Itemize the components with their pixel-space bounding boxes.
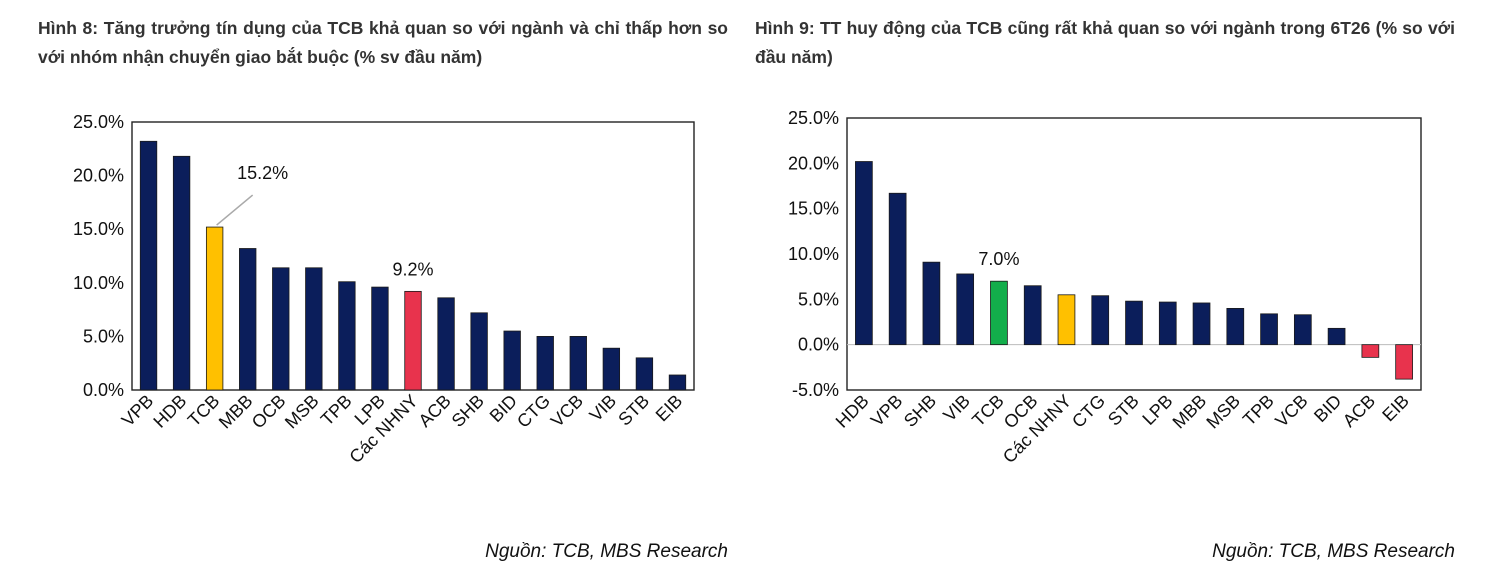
fig9-x-tick-label: MBB (1169, 391, 1211, 433)
figure-9-title: Hình 9: TT huy động của TCB cũng rất khả… (755, 18, 1455, 67)
fig8-bar-eib (668, 374, 687, 391)
fig8-y-tick-label: 0.0% (83, 380, 124, 400)
fig9-x-tick-label: SHB (900, 391, 940, 431)
fig9-y-tick-label: 15.0% (788, 199, 839, 219)
fig8-x-tick-label: VCB (547, 391, 587, 431)
fig8-x-tick-label: OCB (248, 391, 290, 433)
credit-growth-chart: 0.0%5.0%10.0%15.0%20.0%25.0%VPBHDBTCBMBB… (73, 112, 695, 467)
fig8-bar-hdb (172, 155, 191, 391)
fig9-y-tick-label: 20.0% (788, 153, 839, 173)
fig8-y-tick-label: 15.0% (73, 219, 124, 239)
fig8-x-tick-label: VIB (586, 391, 621, 426)
fig9-bar-bid (1327, 327, 1346, 346)
fig9-bar-eib (1395, 344, 1413, 380)
figure-8-source: Nguồn: TCB, MBS Research (485, 541, 728, 562)
fig8-x-tick-label: STB (614, 391, 653, 430)
fig9-bar-lpb (1158, 301, 1177, 346)
fig9-bar-ocb (1023, 285, 1042, 346)
fig9-x-tick-label: TPB (1239, 391, 1278, 430)
fig9-bar-acb (1361, 344, 1380, 358)
fig9-x-tick-label: VPB (867, 391, 907, 431)
fig9-x-tick-label: LPB (1138, 391, 1176, 429)
fig9-y-tick-label: -5.0% (792, 380, 839, 400)
fig9-y-tick-label: 25.0% (788, 108, 839, 128)
fig9-x-tick-label: VIB (939, 391, 974, 426)
fig8-y-tick-label: 25.0% (73, 112, 124, 132)
fig9-bar-vib (956, 273, 975, 346)
figure-9-source: Nguồn: TCB, MBS Research (1212, 541, 1455, 562)
fig9-y-tick-label: 5.0% (798, 289, 839, 309)
fig8-bar-tpb (338, 281, 356, 391)
fig9-data-label-tcb: 7.0% (978, 249, 1019, 269)
fig8-data-label-c-c-nhny: 9.2% (392, 259, 433, 279)
fig8-x-tick-label: CTG (513, 391, 554, 432)
fig8-y-tick-label: 5.0% (83, 326, 124, 346)
figure-8-chart-area: 0.0% 5.0% 10.0% 15.0% 20.0% 25.0% VPB HDB TCB MBB… (38, 100, 728, 525)
fig9-bar-mbb (1192, 302, 1211, 346)
fig8-bar-stb (635, 357, 654, 391)
fig9-x-tick-label: STB (1104, 391, 1143, 430)
fig9-x-tick-label: VCB (1271, 391, 1311, 431)
fig9-x-tick-label: ACB (1339, 391, 1379, 431)
fig8-y-tick-label: 10.0% (73, 273, 124, 293)
fig9-x-tick-label: BID (1310, 391, 1345, 426)
fig8-bar-lpb (371, 286, 389, 391)
fig8-bar-tcb (205, 226, 224, 391)
fig8-data-label-tcb: 15.2% (237, 163, 288, 183)
fig9-y-tick-label: 10.0% (788, 244, 839, 264)
fig9-y-tick-label: 0.0% (798, 335, 839, 355)
fig9-bar-shb (922, 261, 941, 346)
fig8-bar-bid (503, 330, 521, 391)
fig8-x-tick-label: SHB (448, 391, 488, 431)
fig8-bar-vib (602, 347, 621, 391)
fig9-bar-tpb (1260, 313, 1278, 346)
fig8-bar-c-c-nhny (404, 290, 422, 391)
fig9-bar-tcb (990, 280, 1008, 346)
fig8-bar-vcb (569, 335, 587, 391)
fig9-bar-hdb (855, 161, 873, 346)
figure-9-chart-area: -5.0% 0.0% 5.0% 10.0% 15.0% 20.0% 25.0% HDB VPB S… (755, 100, 1455, 525)
fig9-x-tick-label: CTG (1068, 391, 1109, 432)
fig8-x-tick-label: TCB (184, 391, 224, 431)
fig8-x-tick-label: MSB (281, 391, 323, 433)
fig9-bar-vcb (1293, 314, 1312, 346)
fig9-bar-vpb (888, 192, 907, 346)
fig9-bar-ctg (1091, 295, 1110, 346)
fig8-x-tick-label: MBB (215, 391, 257, 433)
fig8-bar-mbb (239, 248, 257, 391)
fig9-x-tick-label: MSB (1202, 391, 1244, 433)
fig9-bar-msb (1226, 307, 1245, 346)
fig8-bar-shb (470, 312, 488, 391)
fig8-bar-ctg (536, 335, 554, 391)
fig8-y-tick-label: 20.0% (73, 166, 124, 186)
fig8-bar-vpb (139, 140, 158, 391)
fig8-x-tick-label: EIB (652, 391, 687, 426)
fig8-x-tick-label: HDB (149, 391, 190, 432)
fig8-x-tick-label: ACB (415, 391, 455, 431)
figure-8-title: Hình 8: Tăng trưởng tín dụng của TCB khả… (38, 18, 728, 67)
fig9-x-tick-label: TCB (968, 391, 1008, 431)
fig9-bar-stb (1125, 300, 1143, 346)
fig9-plot-frame (846, 117, 1422, 391)
fig9-bar-c-c-nhny (1057, 294, 1076, 346)
fig8-bar-msb (305, 267, 323, 391)
fig8-x-tick-label: TPB (317, 391, 356, 430)
fig8-bar-ocb (272, 267, 290, 391)
fig8-annotation-leader (216, 194, 254, 226)
fig9-x-tick-label: EIB (1378, 391, 1413, 426)
deposit-growth-chart: -5.0%0.0%5.0%10.0%15.0%20.0%25.0%HDBVPBS… (788, 108, 1422, 467)
fig8-bar-acb (437, 297, 455, 391)
